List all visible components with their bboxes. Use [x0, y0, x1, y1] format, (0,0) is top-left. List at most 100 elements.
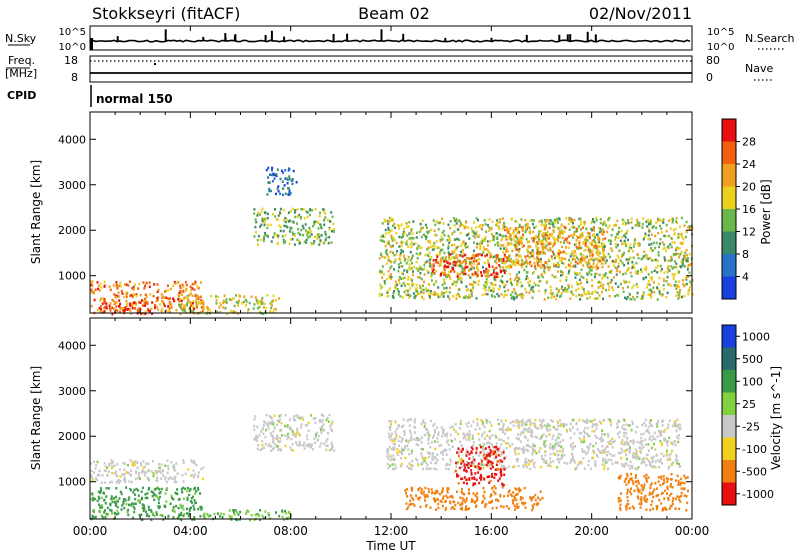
data-cell	[439, 239, 442, 243]
data-cell	[659, 224, 661, 228]
data-cell	[473, 259, 475, 263]
data-cell	[396, 288, 399, 291]
data-cell	[611, 286, 614, 289]
data-cell	[444, 257, 447, 261]
data-cell	[459, 507, 462, 510]
data-cell	[461, 487, 463, 491]
data-cell	[284, 220, 287, 224]
data-cell	[601, 242, 604, 245]
data-cell	[400, 223, 403, 226]
data-cell	[206, 513, 209, 516]
data-cell	[435, 269, 438, 273]
data-cell	[569, 255, 572, 258]
data-cell	[420, 229, 423, 232]
data-cell	[140, 299, 143, 302]
data-cell	[675, 286, 678, 289]
data-cell	[407, 467, 410, 470]
data-cell	[453, 230, 456, 233]
data-cell	[613, 260, 616, 264]
data-cell	[666, 449, 668, 453]
data-cell	[263, 235, 266, 238]
data-cell	[676, 284, 679, 288]
data-cell	[449, 227, 452, 230]
data-cell	[453, 270, 456, 273]
data-cell	[507, 265, 510, 268]
data-cell	[236, 518, 238, 522]
data-cell	[533, 281, 536, 285]
nsky-start-mark	[90, 38, 93, 50]
data-cell	[599, 221, 602, 225]
data-cell	[572, 251, 575, 255]
data-cell	[261, 443, 264, 447]
data-cell	[390, 237, 393, 240]
data-cell	[405, 289, 408, 292]
data-cell	[494, 283, 497, 287]
data-cell	[642, 291, 645, 294]
data-cell	[561, 439, 564, 442]
data-cell	[676, 459, 679, 462]
data-cell	[626, 285, 629, 289]
data-cell	[310, 243, 313, 246]
data-cell	[522, 226, 525, 230]
data-cell	[658, 245, 661, 249]
data-cell	[417, 275, 420, 279]
data-cell	[458, 288, 461, 291]
data-cell	[645, 457, 648, 461]
nsky-spike	[270, 30, 273, 41]
data-cell	[575, 230, 578, 233]
data-cell	[661, 267, 663, 271]
data-cell	[488, 263, 490, 267]
data-cell	[423, 457, 425, 460]
data-cell	[601, 246, 604, 250]
data-cell	[616, 426, 619, 429]
data-cell	[466, 507, 469, 511]
data-cell	[516, 231, 519, 234]
data-cell	[581, 448, 584, 451]
data-cell	[148, 281, 151, 284]
data-cell	[580, 275, 583, 278]
data-cell	[132, 491, 135, 494]
data-cell	[113, 497, 116, 500]
nsky-spike	[566, 34, 569, 41]
nsky-spike	[202, 36, 205, 41]
data-cell	[387, 226, 390, 230]
data-cell	[571, 225, 574, 229]
data-cell	[595, 265, 598, 269]
data-cell	[472, 440, 475, 444]
data-cell	[174, 475, 177, 479]
data-cell	[632, 245, 635, 248]
data-cell	[91, 280, 94, 283]
data-cell	[144, 471, 147, 474]
data-cell	[501, 269, 504, 272]
data-cell	[661, 424, 664, 427]
data-cell	[516, 276, 519, 279]
data-cell	[440, 235, 443, 238]
data-cell	[103, 310, 106, 313]
data-cell	[656, 435, 659, 438]
data-cell	[541, 250, 544, 253]
data-cell	[193, 307, 196, 311]
data-cell	[515, 421, 518, 424]
data-cell	[670, 284, 673, 287]
data-cell	[296, 208, 299, 211]
data-cell	[488, 229, 490, 233]
data-cell	[609, 420, 612, 424]
data-cell	[643, 267, 646, 271]
data-cell	[625, 297, 628, 301]
data-cell	[661, 241, 664, 244]
data-cell	[284, 177, 287, 180]
data-cell	[613, 224, 615, 227]
data-cell	[614, 236, 617, 239]
data-cell	[434, 233, 437, 237]
data-cell	[416, 257, 419, 260]
data-cell	[437, 502, 440, 506]
data-cell	[594, 244, 597, 248]
data-cell	[237, 301, 240, 305]
data-cell	[544, 220, 547, 223]
data-cell	[561, 261, 564, 265]
data-cell	[672, 253, 675, 256]
data-cell	[516, 237, 519, 240]
data-cell	[258, 305, 261, 309]
data-cell	[451, 283, 454, 286]
data-cell	[626, 436, 629, 439]
